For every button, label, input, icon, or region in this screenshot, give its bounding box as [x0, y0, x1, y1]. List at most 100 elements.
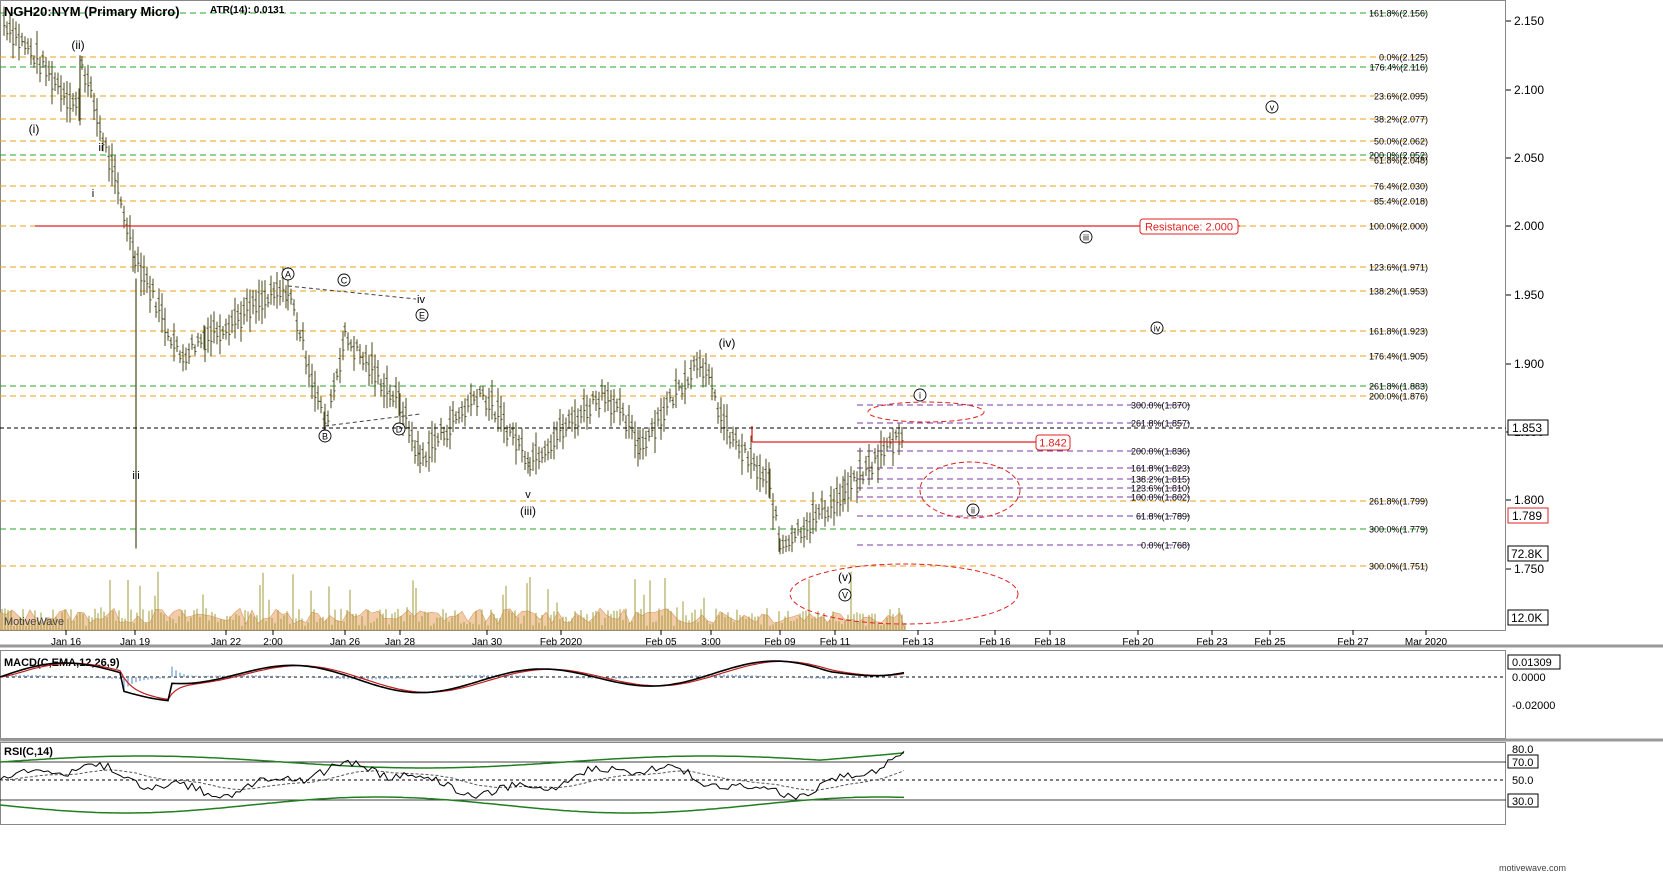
date-axis-tick-4: Jan 26 — [330, 637, 360, 648]
price-axis-tick-0: 2.150 — [1514, 14, 1544, 28]
wave-circle-C — [337, 273, 351, 287]
wave-circle-I_c — [913, 388, 927, 402]
fib-label-8: 76.4%(2.030) — [1374, 182, 1428, 192]
wave-labels: (i)(ii)iiiiiiivv(iii)(iv)(v)ABCDEViiiiii… — [29, 38, 1279, 602]
wave-circle-IV_c — [1150, 321, 1164, 335]
price-axis-tick-3: 2.000 — [1514, 219, 1544, 233]
fib-label-18: 261.8%(1.857) — [1131, 419, 1190, 429]
fib-label-28: 300.0%(1.751) — [1369, 562, 1428, 572]
fib-label-4: 38.2%(2.077) — [1374, 115, 1428, 125]
fib-label-1: 0.0%(2.125) — [1379, 53, 1428, 63]
atr-label: ATR(14): 0.0131 — [210, 5, 285, 16]
marker-price-box — [1507, 507, 1549, 524]
fib-label-10: 100.0%(2.000) — [1369, 222, 1428, 232]
fib-label-26: 300.0%(1.779) — [1369, 525, 1428, 535]
watermark: MotiveWave — [4, 616, 64, 628]
fib-label-24: 261.8%(1.799) — [1369, 497, 1428, 507]
wave-label-II_c: ii — [971, 506, 975, 516]
price-1842-box — [1035, 434, 1071, 451]
fib-label-15: 261.8%(1.883) — [1369, 382, 1428, 392]
date-axis-tick-3: 2:00 — [263, 637, 283, 648]
rsi-30-box — [1507, 793, 1539, 808]
price-axis-tick-4: 1.950 — [1514, 288, 1544, 302]
rsi-tick-30: 30.0 — [1512, 796, 1533, 808]
wave-label-C: C — [341, 276, 348, 286]
resistance-label: Resistance: 2.000 — [1145, 222, 1233, 234]
marker-price-label: 1.789 — [1512, 509, 1542, 523]
last-price-label: 1.853 — [1512, 421, 1542, 435]
price-axis-tick-8: 1.750 — [1514, 562, 1544, 576]
price-axis-tick-2: 2.050 — [1514, 151, 1544, 165]
date-axis-tick-7: Feb 2020 — [540, 637, 583, 648]
rsi-panel-frame — [0, 742, 1506, 825]
wave-label-v_small: v — [525, 489, 531, 501]
price-axis-tick-7: 1.800 — [1514, 493, 1544, 507]
fib-label-6: 200.0%(2.052) — [1369, 151, 1428, 161]
date-axis-tick-14: Feb 18 — [1034, 637, 1066, 648]
wave-circle-B — [318, 429, 332, 443]
fib-label-19: 200.0%(1.836) — [1131, 447, 1190, 457]
date-axis-tick-1: Jan 19 — [120, 637, 150, 648]
wave-circle-D — [392, 422, 406, 436]
rsi-70-box — [1507, 754, 1539, 769]
price-1842-label: 1.842 — [1039, 438, 1067, 450]
volume-bottom-label: 12.0K — [1511, 611, 1542, 625]
wave-circle-E — [415, 308, 429, 322]
fib-label-20: 161.8%(1.823) — [1131, 464, 1190, 474]
date-axis-tick-19: Mar 2020 — [1405, 637, 1448, 648]
rsi-tick-70: 70.0 — [1512, 757, 1533, 769]
symbol-title: NGH20:NYM (Primary Micro) — [4, 4, 180, 19]
date-axis-tick-12: Feb 13 — [902, 637, 934, 648]
last-price-box — [1507, 419, 1549, 436]
macd-value-box — [1507, 654, 1561, 670]
wave-label-I_c: i — [919, 391, 921, 401]
wave-label-i_small: i — [92, 188, 94, 200]
fib-label-27: 0.0%(1.768) — [1141, 541, 1190, 551]
fib-label-13: 161.8%(1.923) — [1369, 327, 1428, 337]
macd-plot — [0, 660, 905, 702]
macd-line — [0, 660, 905, 702]
fib-label-22: 123.6%(1.810) — [1131, 484, 1190, 494]
rsi-title: RSI(C,14) — [4, 746, 53, 758]
date-axis-tick-8: Feb 05 — [645, 637, 677, 648]
fib-label-14: 176.4%(1.905) — [1369, 352, 1428, 362]
wave-label-IV_c: iv — [1154, 324, 1161, 334]
rsi-lower-band — [0, 796, 905, 814]
target-ellipse-2 — [919, 461, 1021, 519]
wave-label-D: D — [396, 425, 403, 435]
date-axis-tick-11: Feb 11 — [820, 637, 851, 648]
wave-label-B: B — [322, 432, 328, 442]
footer-brand: motivewave.com — [1499, 863, 1566, 873]
fib-label-5: 50.0%(2.062) — [1374, 137, 1428, 147]
fib-label-17: 300.0%(1.870) — [1131, 401, 1190, 411]
wave-circle-A — [281, 267, 295, 281]
wave-label-III_c: iii — [1083, 233, 1089, 243]
price-axis-tick-1: 2.100 — [1514, 83, 1544, 97]
date-axis-tick-10: Feb 09 — [764, 637, 796, 648]
rsi-upper-band — [0, 752, 905, 769]
fib-label-7: 61.8%(2.048) — [1374, 156, 1428, 166]
date-axis[interactable]: Jan 16 Jan 19 Jan 22 2:00 Jan 26 Jan 28 Jan 30… — [51, 630, 1448, 648]
target-ellipse-3 — [789, 563, 1019, 625]
date-axis-tick-0: Jan 16 — [51, 637, 81, 648]
date-axis-tick-13: Feb 16 — [979, 637, 1011, 648]
rsi-tick-80: 80.0 — [1512, 744, 1533, 756]
price-axis[interactable]: 2.1502.1002.0502.0001.9501.9001.8501.800… — [1506, 14, 1544, 576]
fib-levels: 161.8%(2.156) 0.0%(2.125)176.4%(2.116) 23.… — [0, 9, 1428, 572]
rsi-line — [0, 751, 905, 800]
wave-label-iv_small: iv — [417, 294, 425, 306]
fib-label-23: 100.0%(1.802) — [1131, 493, 1190, 503]
volume-bars — [0, 571, 906, 631]
volume-top-box — [1507, 545, 1549, 562]
fib-label-25: 61.8%(1.789) — [1136, 512, 1190, 522]
date-axis-tick-17: Feb 25 — [1254, 637, 1286, 648]
target-ellipse-1 — [867, 401, 985, 423]
date-axis-tick-9: 3:00 — [701, 637, 721, 648]
wave-label-iii: (iii) — [520, 504, 536, 518]
rsi-tick-50: 50.0 — [1512, 775, 1533, 787]
fib-label-3: 23.6%(2.095) — [1374, 92, 1428, 102]
wave-circle-II_c — [966, 503, 980, 517]
price-panel-frame — [0, 0, 1506, 631]
